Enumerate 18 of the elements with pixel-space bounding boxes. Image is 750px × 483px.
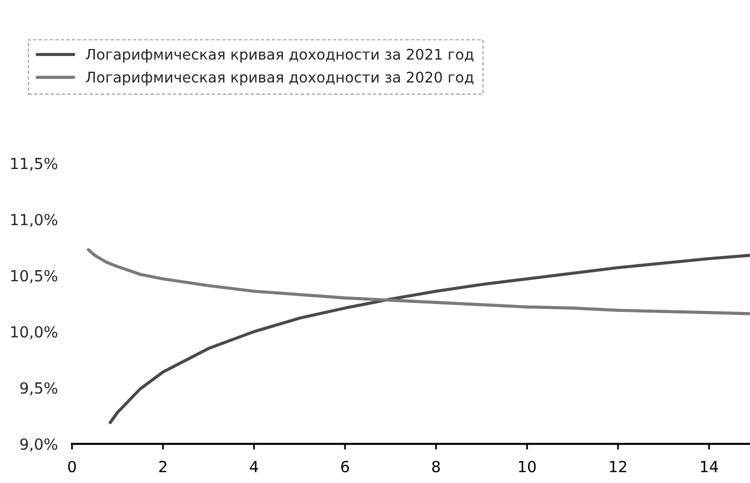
y-tick-label: 10,5% [11,270,58,284]
x-tick-label: 10 [518,460,536,472]
legend-label: Логарифмическая кривая доходности за 2020 год [86,72,474,86]
x-tick-label: 4 [250,461,258,472]
x-tick-label: 6 [341,460,349,472]
line-series [108,254,750,424]
y-tick-label: 11,5% [11,158,58,171]
y-tick-label: 10,0% [11,326,58,340]
x-tick-label: 8 [432,460,440,472]
x-tick-label: 2 [159,460,166,472]
y-tick-label: 9,5% [20,382,58,396]
y-tick-label: 9,0% [20,438,58,452]
x-tick-label: 0 [68,460,76,472]
legend-label: Логарифмическая кривая доходности за 2021 год [86,48,474,63]
line-series [86,248,750,316]
y-tick-label: 11,0% [11,214,58,227]
x-tick-label: 14 [701,461,718,472]
x-tick-label: 12 [610,460,626,472]
